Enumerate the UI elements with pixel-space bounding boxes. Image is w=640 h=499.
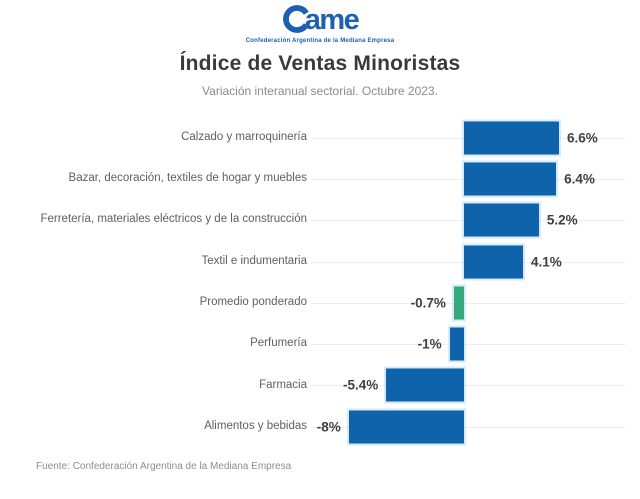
value-label: 6.4% bbox=[564, 171, 595, 187]
came-logo-subtitle: Confederación Argentina de la Mediana Em… bbox=[245, 38, 395, 44]
bar-plot-area: 6.6% bbox=[311, 117, 625, 158]
chart-row: Ferretería, materiales eléctricos y de l… bbox=[35, 200, 625, 241]
page-subtitle: Variación interanual sectorial. Octubre … bbox=[202, 84, 438, 98]
bar bbox=[464, 203, 539, 237]
chart-row: Alimentos y bebidas -8% bbox=[35, 406, 625, 447]
came-logo-c-icon bbox=[282, 5, 309, 33]
bar-chart: Calzado y marroquinería 6.6% Bazar, decora… bbox=[35, 117, 625, 447]
bar bbox=[453, 286, 464, 320]
bar-plot-area: 5.2% bbox=[311, 200, 625, 241]
gridline bbox=[311, 344, 625, 346]
bar-plot-area: -1% bbox=[311, 323, 625, 364]
gridline bbox=[311, 302, 625, 304]
bar bbox=[449, 327, 464, 361]
bar bbox=[348, 410, 464, 444]
value-label: -1% bbox=[417, 336, 442, 352]
value-label: -0.7% bbox=[410, 295, 446, 311]
chart-row: Bazar, decoración, textiles de hogar y m… bbox=[35, 158, 625, 199]
source-note: Fuente: Confederación Argentina de la Me… bbox=[36, 461, 292, 472]
bar bbox=[386, 368, 464, 402]
bar-plot-area: -5.4% bbox=[311, 365, 625, 406]
bar-plot-area: 4.1% bbox=[311, 241, 625, 282]
value-label: -8% bbox=[316, 419, 341, 435]
value-label: 4.1% bbox=[531, 254, 562, 270]
bar-plot-area: -0.7% bbox=[311, 282, 625, 323]
category-label: Calzado y marroquinería bbox=[181, 130, 307, 143]
bar-plot-area: -8% bbox=[311, 406, 625, 447]
category-label: Perfumería bbox=[250, 337, 307, 350]
chart-row: Perfumería -1% bbox=[35, 323, 625, 364]
category-label: Ferretería, materiales eléctricos y de l… bbox=[40, 213, 307, 226]
gridline bbox=[311, 385, 625, 387]
gridline bbox=[311, 426, 625, 428]
page-title: Índice de Ventas Minoristas bbox=[179, 52, 461, 75]
came-logo-text: ame bbox=[304, 3, 360, 36]
category-label: Farmacia bbox=[259, 378, 307, 391]
chart-row: Promedio ponderado -0.7% bbox=[35, 282, 625, 323]
bar bbox=[464, 162, 557, 196]
chart-row: Textil e indumentaria 4.1% bbox=[35, 241, 625, 282]
value-label: 5.2% bbox=[546, 212, 578, 228]
category-label: Textil e indumentaria bbox=[201, 254, 307, 267]
bar-plot-area: 6.4% bbox=[311, 158, 625, 199]
bar bbox=[464, 121, 560, 155]
category-label: Bazar, decoración, textiles de hogar y m… bbox=[68, 172, 307, 185]
bar bbox=[464, 245, 524, 279]
category-label: Alimentos y bebidas bbox=[204, 419, 307, 432]
chart-row: Farmacia -5.4% bbox=[35, 365, 625, 406]
category-label: Promedio ponderado bbox=[199, 295, 307, 308]
came-logo: ame Confederación Argentina de la Median… bbox=[0, 3, 640, 45]
value-label: -5.4% bbox=[342, 377, 379, 393]
chart-row: Calzado y marroquinería 6.6% bbox=[35, 117, 625, 158]
value-label: 6.6% bbox=[567, 130, 598, 146]
